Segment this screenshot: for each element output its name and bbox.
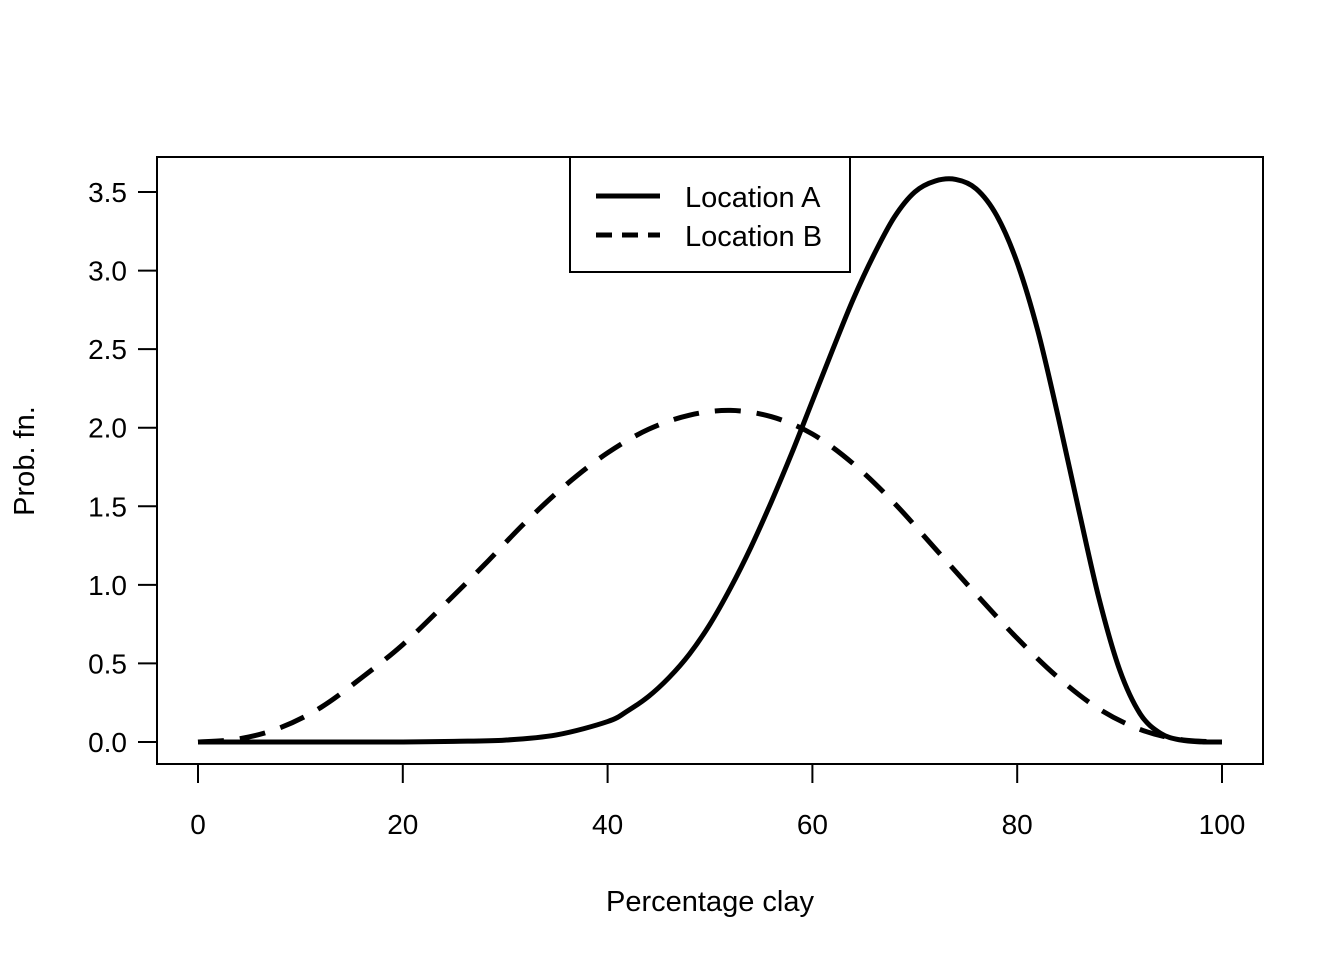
- x-tick-label: 100: [1199, 809, 1246, 840]
- y-tick-label: 1.0: [88, 570, 127, 601]
- x-axis: 0 20 40 60 80 100: [190, 763, 1246, 840]
- y-tick-label: 3.5: [88, 177, 127, 208]
- y-tick-label: 2.0: [88, 413, 127, 444]
- y-tick-label: 3.0: [88, 256, 127, 287]
- y-tick-label: 1.5: [88, 491, 127, 522]
- series-line-location-a: [197, 176, 1223, 745]
- x-tick-label: 60: [797, 809, 828, 840]
- series-layer: [197, 176, 1223, 745]
- y-tick-label: 2.5: [88, 334, 127, 365]
- x-tick-label: 0: [190, 809, 206, 840]
- legend-label-location-b: Location B: [685, 221, 822, 253]
- x-tick-label: 20: [387, 809, 418, 840]
- x-tick-label: 80: [1002, 809, 1033, 840]
- y-tick-label: 0.0: [88, 727, 127, 758]
- series-line-location-b: [197, 407, 1223, 745]
- legend-box: [569, 156, 851, 273]
- legend: Location A Location B: [569, 156, 851, 273]
- y-axis-title: Prob. fn.: [9, 406, 41, 516]
- x-axis-title: Percentage clay: [606, 886, 814, 918]
- legend-label-location-a: Location A: [685, 182, 821, 214]
- y-tick-label: 0.5: [88, 648, 127, 679]
- x-tick-label: 40: [592, 809, 623, 840]
- y-axis: 0.0 0.5 1.0 1.5 2.0 2.5 3.0 3.5: [88, 177, 158, 758]
